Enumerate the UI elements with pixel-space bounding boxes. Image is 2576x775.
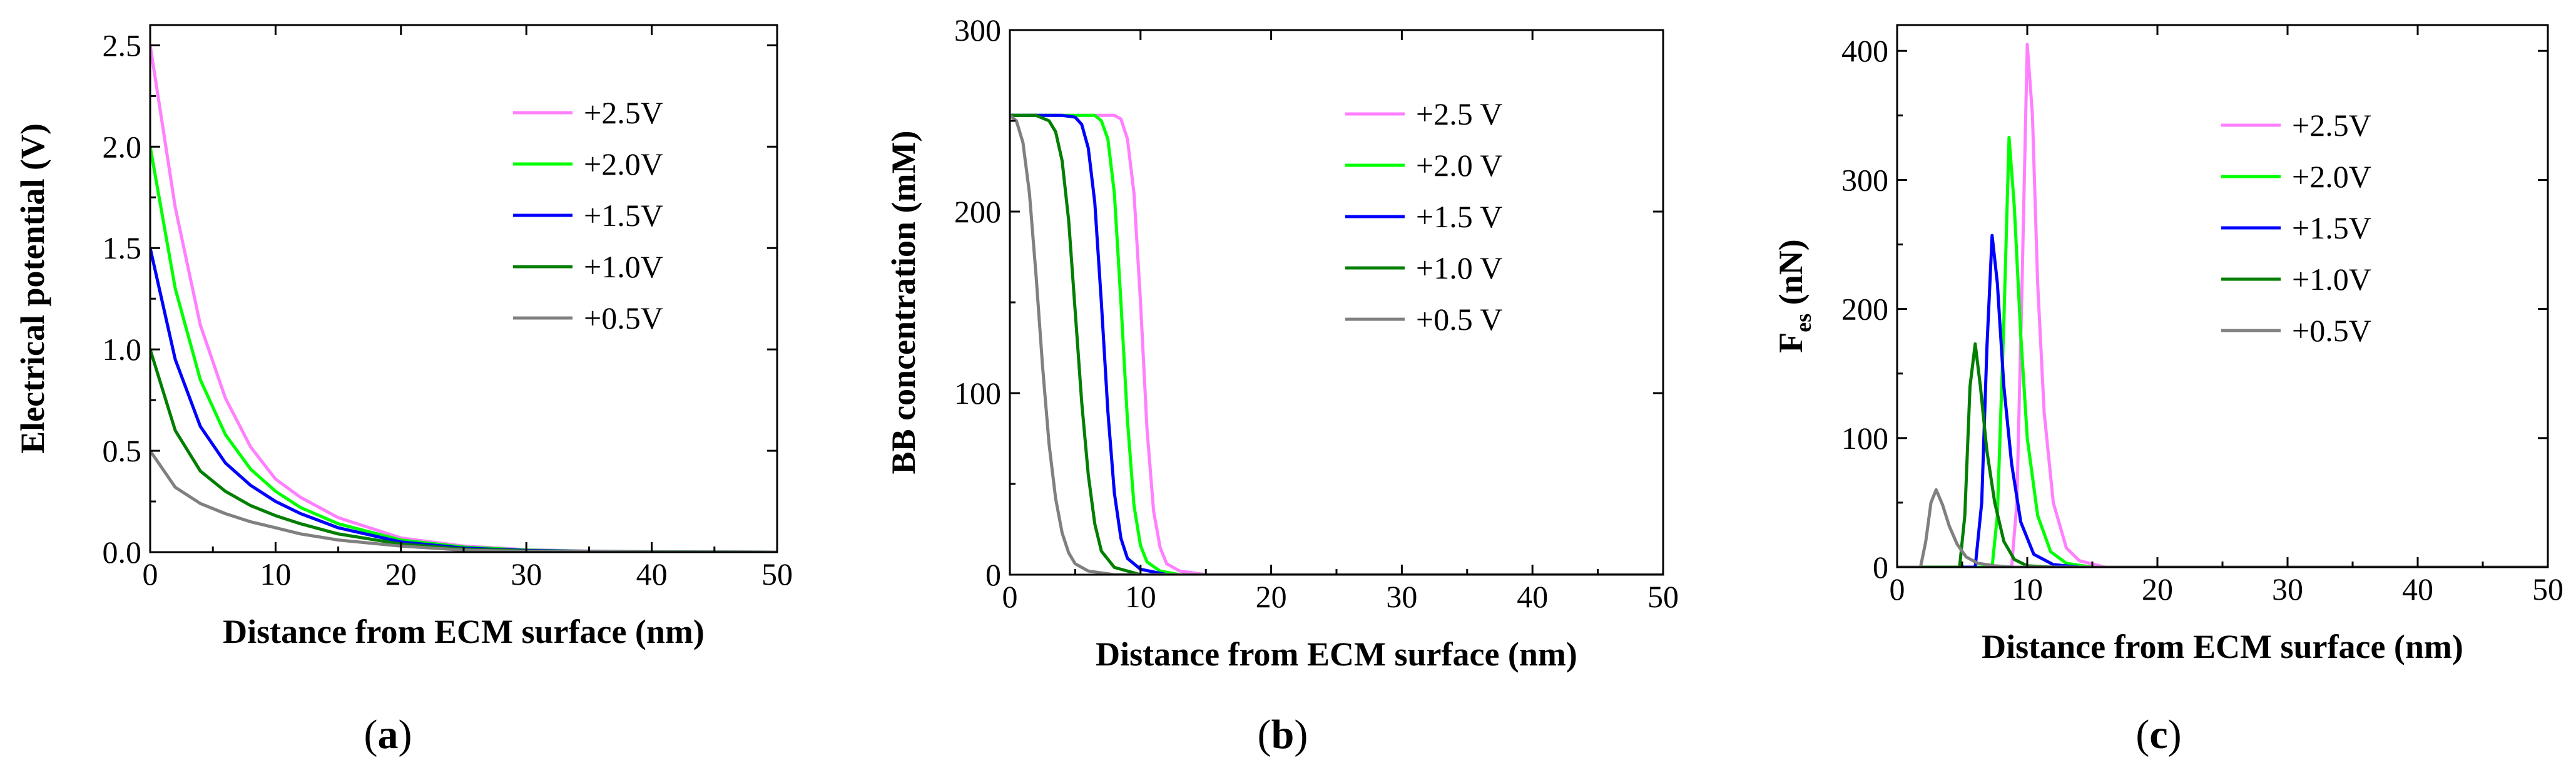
y-tick-label: 1.0: [103, 332, 142, 367]
legend-label: +1.5 V: [1416, 199, 1502, 234]
panel-caption: (b): [1258, 712, 1308, 757]
plot-frame: [149, 24, 778, 553]
y-tick-label: 0: [1873, 550, 1888, 585]
series-line-1.5V: [150, 247, 777, 552]
x-tick-label: 10: [1125, 579, 1156, 614]
y-tick-label: 1.5: [103, 230, 142, 265]
series-line-2.5V: [1010, 113, 1663, 575]
x-tick-label: 30: [1386, 579, 1417, 614]
series-line-2.5V: [150, 45, 777, 552]
legend-label: +2.0V: [2292, 159, 2371, 194]
x-tick-label: 50: [1647, 579, 1679, 614]
legend-label: +1.0V: [584, 249, 663, 284]
y-tick-label: 300: [954, 13, 1001, 48]
y-tick-label: 400: [1841, 33, 1888, 68]
x-axis-label: Distance from ECM surface (nm): [1982, 628, 2463, 665]
chart-panel-a: 0 10 20 30 40 50 0.0 0.5 1.0 1.5 2.0 2.5 Distance fr…: [14, 24, 793, 757]
x-axis-label: Distance from ECM surface (nm): [1096, 635, 1577, 673]
legend-label: +1.0V: [2292, 262, 2371, 297]
legend-label: +2.5V: [2292, 108, 2371, 143]
y-axis-label: Fes (nN): [1772, 239, 1816, 353]
series-line-2.0V: [150, 146, 777, 552]
x-tick-label: 0: [1890, 572, 1905, 607]
y-tick-label: 100: [954, 376, 1001, 411]
chart-panel-c: 0 10 20 30 40 50 0 100 200 300 400 Distance from EC…: [1772, 24, 2563, 757]
series-line-1.0V: [150, 349, 777, 552]
y-tick-label: 2.5: [103, 28, 142, 63]
legend-label: +1.0 V: [1416, 250, 1502, 285]
x-tick-label: 20: [2142, 572, 2173, 607]
x-tick-label: 20: [1256, 579, 1287, 614]
legend: +2.5V +2.0V +1.5V +1.0V +0.5V: [2221, 108, 2371, 348]
x-tick-label: 50: [2532, 572, 2563, 607]
panel-caption: (a): [364, 712, 412, 757]
x-tick-label: 50: [761, 557, 793, 592]
y-tick-label: 0.0: [103, 535, 142, 570]
plot-frame: [1896, 24, 2549, 568]
legend-label: +2.5 V: [1416, 96, 1502, 131]
y-tick-label: 2.0: [103, 129, 142, 164]
x-tick-label: 10: [260, 557, 291, 592]
series-line-1.5V: [1010, 113, 1663, 575]
y-tick-label: 200: [954, 194, 1001, 229]
y-tick-label: 200: [1841, 292, 1888, 327]
x-axis-label: Distance from ECM surface (nm): [223, 613, 705, 650]
legend-label: +1.5V: [2292, 210, 2371, 245]
x-tick-label: 0: [1002, 579, 1018, 614]
legend-label: +0.5 V: [1416, 302, 1502, 337]
y-tick-label: 0: [985, 557, 1001, 592]
x-tick-label: 40: [636, 557, 668, 592]
y-tick-label: 0.5: [103, 433, 142, 468]
legend-label: +2.0V: [584, 146, 663, 182]
x-tick-label: 0: [143, 557, 158, 592]
legend: +2.5 V +2.0 V +1.5 V +1.0 V +0.5 V: [1345, 96, 1502, 337]
y-axis-label: Electrical potential (V): [14, 123, 51, 454]
series-line-0.5V: [1010, 114, 1663, 575]
legend-label: +2.0 V: [1416, 148, 1502, 183]
panel-caption: (c): [2136, 712, 2181, 757]
chart-panel-b: 0 10 20 30 40 50 0 100 200 300 Distance from ECM s…: [885, 13, 1679, 757]
series-line-1.0V: [1010, 113, 1663, 575]
x-tick-label: 10: [2012, 572, 2043, 607]
series-line-2.0V: [1010, 113, 1663, 575]
legend-label: +0.5V: [2292, 313, 2371, 348]
y-tick-label: 300: [1841, 162, 1888, 197]
x-tick-label: 40: [1517, 579, 1548, 614]
series-line-1.5V: [1897, 234, 2548, 567]
legend: +2.5V +2.0V +1.5V +1.0V +0.5V: [513, 95, 663, 336]
y-tick-label: 100: [1841, 421, 1888, 456]
y-axis-label: BB concentration (mM): [885, 131, 922, 475]
legend-label: +0.5V: [584, 300, 663, 336]
x-tick-label: 40: [2402, 572, 2433, 607]
legend-label: +1.5V: [584, 198, 663, 233]
legend-label: +2.5V: [584, 95, 663, 130]
x-tick-label: 20: [385, 557, 417, 592]
plot-frame: [1009, 29, 1664, 576]
x-tick-label: 30: [2272, 572, 2303, 607]
x-tick-label: 30: [511, 557, 542, 592]
series-line-2.5V: [1897, 43, 2548, 567]
